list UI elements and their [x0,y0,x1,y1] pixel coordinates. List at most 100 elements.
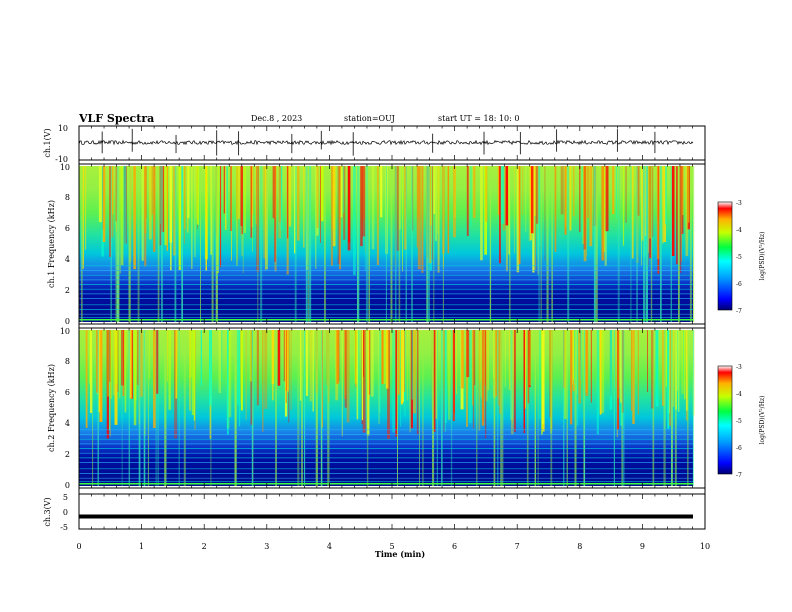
spectrogram-streak [294,166,296,254]
spectrogram-streak [585,330,589,396]
ch3-ytick-5: 5 [63,493,68,502]
spectrogram-streak [400,330,404,405]
cbar1-tick-3: -3 [736,200,742,207]
ch2-spec-ytick-4: 4 [65,419,70,428]
spectrogram-streak [497,330,500,406]
spectrogram-streak [416,330,419,435]
sferic-streak [92,330,94,486]
spectrogram-streak [193,330,195,421]
sferic-streak [308,166,310,322]
spectrogram-streak [466,166,469,237]
spectrogram-streak [194,330,196,430]
sferic-streak [537,330,539,486]
spectrogram-streak [554,166,557,252]
spectrogram-streak [536,166,539,224]
spectrogram-streak [617,330,619,430]
spectrogram-streak [381,330,384,385]
sferic-streak [157,166,160,322]
sferic-streak [137,166,140,322]
spectrogram-streak [159,166,162,246]
spectrogram-streak [587,166,589,218]
sferic-streak [595,166,598,322]
spectrogram-streak [392,330,396,433]
spectrogram-streak [98,330,101,413]
ch1-spectrogram-lines [79,265,693,321]
sferic-streak [567,166,568,322]
spectrogram-streak [601,166,605,261]
spectrogram-streak [677,330,679,412]
spectrogram-streak [137,330,139,385]
ch3-ylabel: ch.3(V) [43,497,52,526]
spectrogram-streak [316,166,319,228]
spectrogram-streak [168,330,171,410]
spectrogram-streak [355,330,357,388]
spectrogram-streak [435,166,437,241]
spectrogram-streak [285,330,287,404]
sferic-streak [450,330,453,486]
x-axis-label: Time (min) [375,549,425,559]
spectrogram-streak [641,166,645,241]
spectrogram-streak [510,330,513,420]
spectrogram-streak [684,330,686,400]
spectrogram-streak [336,330,340,384]
spectrogram-streak [112,330,115,396]
ch1-colorbar-gradient [717,201,733,311]
spectrogram-streak [394,166,397,268]
spectrogram-streak [485,330,487,439]
spectrogram-streak [166,166,168,251]
spectrogram-streak [466,330,468,427]
sferic-streak [574,330,577,486]
spectrogram-streak [681,330,684,394]
spectrogram-streak [344,330,347,408]
sferic-streak [394,166,397,322]
spectrogram-streak [123,166,127,244]
sferic-streak [500,330,502,486]
sferic-streak [645,166,648,322]
spectrogram-streak [576,330,579,426]
cbar2-tick-4: -4 [736,391,742,398]
spectrogram-streak [279,166,283,230]
spectrogram-streak [115,166,118,222]
sferic-streak [251,330,253,486]
sferic-streak [476,330,478,486]
spectrogram-streak [338,330,340,382]
spectrogram-streak [474,330,476,386]
sferic-streak [693,166,695,322]
sferic-streak [257,166,259,322]
spectrogram-streak [510,330,514,435]
spectrogram-streak [283,330,286,382]
spectrogram-streak [412,166,414,231]
spectrogram-streak [433,330,436,432]
sferic-streak [660,166,662,322]
spectrogram-streak [549,330,551,418]
sferic-streak [584,330,585,486]
sferic-streak [622,330,625,486]
sferic-streak [441,330,443,486]
spectrogram-streak [341,330,343,437]
sferic-streak [260,166,263,322]
spectrogram-streak [621,330,624,413]
spectrogram-streak [287,166,289,239]
spectrogram-streak [497,166,500,215]
sferic-streak [117,166,119,322]
spectrogram-streak [505,166,509,226]
spectrogram-streak [573,166,575,217]
spectrogram-streak [404,166,407,250]
cbar1-tick-5: -5 [736,254,742,261]
sferic-streak [309,166,311,322]
spectrogram-streak [274,166,276,262]
sferic-streak [357,166,359,322]
spectrogram-streak [287,330,289,393]
spectrogram-streak [236,166,238,220]
spectrogram-streak [470,166,472,227]
sferic-streak [692,330,694,486]
spectrogram-streak [252,166,253,252]
sferic-streak [138,330,141,486]
sferic-streak [671,330,673,486]
spectrogram-streak [362,330,366,433]
ch1-spectrogram-streaks [81,166,695,322]
spectrogram-streak [522,166,524,215]
spectrogram-streak [379,330,381,413]
spectrogram-streak [641,166,642,266]
spectrogram-streak [90,330,93,413]
